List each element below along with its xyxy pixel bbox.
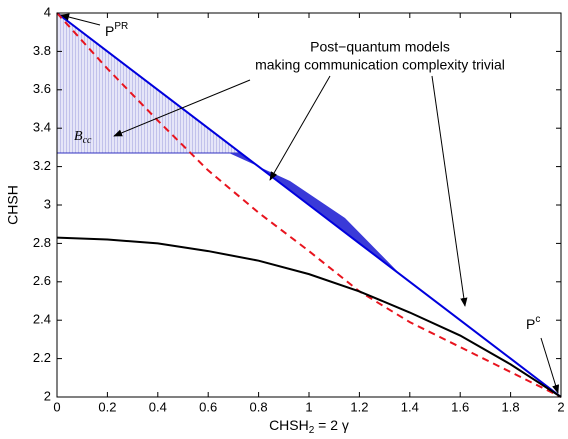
series-line	[56, 12, 562, 398]
arrow	[113, 79, 251, 137]
arrow	[60, 13, 101, 26]
post-quantum-subtitle: making communication complexity trivial	[255, 57, 505, 73]
series-line	[56, 12, 562, 398]
annotations: PPR Pc Bcc Post−quantum models making co…	[60, 13, 560, 394]
bcc-sub: cc	[83, 135, 92, 146]
y-tick-label: 3.6	[33, 81, 51, 96]
post-quantum-title: Post−quantum models	[310, 39, 450, 55]
y-tick-label: 2.8	[33, 235, 51, 250]
x-axis-label: CHSH2 = 2 γ	[269, 417, 349, 436]
x-tick-label: 1.4	[401, 399, 419, 414]
x-tick-label: 0.4	[149, 399, 167, 414]
y-tick-label: 4	[44, 4, 51, 19]
arrow	[540, 337, 560, 394]
pc-label: Pc	[526, 314, 540, 332]
pc-sup: c	[535, 314, 540, 325]
arrow	[269, 75, 331, 181]
y-tick-label: 2	[44, 388, 51, 403]
y-tick-label: 3.2	[33, 158, 51, 173]
x-tick-label: 0.8	[250, 399, 268, 414]
x-tick-label: 0.2	[98, 399, 116, 414]
x-tick-label: 1	[305, 399, 312, 414]
ppr-label: PPR	[105, 21, 128, 39]
x-tick-label: 0.6	[199, 399, 217, 414]
arrow	[431, 75, 468, 307]
x-tick-label: 2	[557, 399, 564, 414]
bcc-main: B	[74, 129, 83, 144]
y-tick-label: 2.2	[33, 350, 51, 365]
x-tick-label: 1.2	[350, 399, 368, 414]
pc-main: P	[526, 316, 535, 332]
y-axis-label: CHSH	[5, 185, 21, 225]
y-tick-label: 2.6	[33, 273, 51, 288]
x-tick-label: 1.6	[451, 399, 469, 414]
bcc-label: Bcc	[74, 129, 92, 146]
ppr-sup: PR	[114, 21, 128, 32]
y-tick-label: 3.4	[33, 120, 51, 135]
x-label-rest: = 2 γ	[314, 417, 349, 433]
y-tick-label: 3.8	[33, 43, 51, 58]
y-tick-label: 2.4	[33, 312, 51, 327]
x-tick-label: 0	[53, 399, 60, 414]
ppr-main: P	[105, 23, 114, 39]
x-tick-label: 1.8	[502, 399, 520, 414]
x-label-sub: 2	[309, 425, 315, 436]
y-tick-label: 3	[44, 196, 51, 211]
series-line	[56, 236, 562, 398]
x-label-main: CHSH	[269, 417, 309, 433]
